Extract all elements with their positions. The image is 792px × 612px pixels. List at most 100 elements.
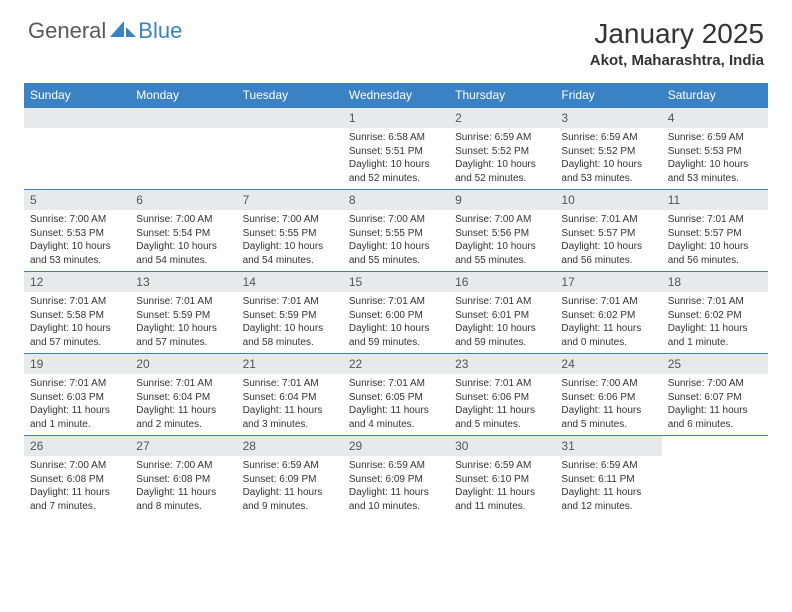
day-number: 21 (237, 354, 343, 374)
day-cell-4: 4Sunrise: 6:59 AMSunset: 5:53 PMDaylight… (662, 108, 768, 190)
day-number: 19 (24, 354, 130, 374)
day-number: 4 (662, 108, 768, 128)
weekday-sunday: Sunday (24, 83, 130, 108)
empty-cell (237, 108, 343, 190)
day-details: Sunrise: 7:01 AMSunset: 6:05 PMDaylight:… (343, 374, 449, 435)
day-cell-24: 24Sunrise: 7:00 AMSunset: 6:06 PMDayligh… (555, 354, 661, 436)
day-number: 14 (237, 272, 343, 292)
day-details: Sunrise: 6:59 AMSunset: 5:52 PMDaylight:… (555, 128, 661, 189)
day-number: 23 (449, 354, 555, 374)
day-cell-2: 2Sunrise: 6:59 AMSunset: 5:52 PMDaylight… (449, 108, 555, 190)
day-number: 10 (555, 190, 661, 210)
weekday-thursday: Thursday (449, 83, 555, 108)
weekday-wednesday: Wednesday (343, 83, 449, 108)
day-number: 20 (130, 354, 236, 374)
day-number: 12 (24, 272, 130, 292)
day-details: Sunrise: 7:00 AMSunset: 6:08 PMDaylight:… (130, 456, 236, 517)
day-cell-19: 19Sunrise: 7:01 AMSunset: 6:03 PMDayligh… (24, 354, 130, 436)
logo-text-blue: Blue (138, 18, 182, 44)
day-cell-31: 31Sunrise: 6:59 AMSunset: 6:11 PMDayligh… (555, 436, 661, 518)
day-number: 1 (343, 108, 449, 128)
day-cell-23: 23Sunrise: 7:01 AMSunset: 6:06 PMDayligh… (449, 354, 555, 436)
empty-daynum (130, 108, 236, 128)
day-number: 18 (662, 272, 768, 292)
day-cell-17: 17Sunrise: 7:01 AMSunset: 6:02 PMDayligh… (555, 272, 661, 354)
day-cell-10: 10Sunrise: 7:01 AMSunset: 5:57 PMDayligh… (555, 190, 661, 272)
day-cell-15: 15Sunrise: 7:01 AMSunset: 6:00 PMDayligh… (343, 272, 449, 354)
logo-text-general: General (28, 18, 106, 44)
day-number: 17 (555, 272, 661, 292)
day-details: Sunrise: 6:59 AMSunset: 5:53 PMDaylight:… (662, 128, 768, 189)
day-number: 25 (662, 354, 768, 374)
day-details: Sunrise: 7:01 AMSunset: 5:58 PMDaylight:… (24, 292, 130, 353)
month-title: January 2025 (590, 18, 764, 50)
day-cell-18: 18Sunrise: 7:01 AMSunset: 6:02 PMDayligh… (662, 272, 768, 354)
day-cell-21: 21Sunrise: 7:01 AMSunset: 6:04 PMDayligh… (237, 354, 343, 436)
day-number: 31 (555, 436, 661, 456)
day-cell-28: 28Sunrise: 6:59 AMSunset: 6:09 PMDayligh… (237, 436, 343, 518)
day-number: 13 (130, 272, 236, 292)
empty-daynum (237, 108, 343, 128)
day-number: 29 (343, 436, 449, 456)
day-details: Sunrise: 7:01 AMSunset: 6:06 PMDaylight:… (449, 374, 555, 435)
day-details: Sunrise: 7:00 AMSunset: 6:06 PMDaylight:… (555, 374, 661, 435)
day-details: Sunrise: 6:59 AMSunset: 6:09 PMDaylight:… (237, 456, 343, 517)
day-details: Sunrise: 6:58 AMSunset: 5:51 PMDaylight:… (343, 128, 449, 189)
day-cell-30: 30Sunrise: 6:59 AMSunset: 6:10 PMDayligh… (449, 436, 555, 518)
day-details: Sunrise: 7:01 AMSunset: 5:57 PMDaylight:… (662, 210, 768, 271)
day-details: Sunrise: 7:01 AMSunset: 6:04 PMDaylight:… (237, 374, 343, 435)
day-cell-9: 9Sunrise: 7:00 AMSunset: 5:56 PMDaylight… (449, 190, 555, 272)
day-number: 24 (555, 354, 661, 374)
day-cell-26: 26Sunrise: 7:00 AMSunset: 6:08 PMDayligh… (24, 436, 130, 518)
day-number: 30 (449, 436, 555, 456)
weekday-saturday: Saturday (662, 83, 768, 108)
empty-daynum (24, 108, 130, 128)
day-details: Sunrise: 7:00 AMSunset: 5:56 PMDaylight:… (449, 210, 555, 271)
header: General Blue January 2025 Akot, Maharash… (0, 0, 792, 77)
day-number: 11 (662, 190, 768, 210)
day-number: 7 (237, 190, 343, 210)
day-details: Sunrise: 7:01 AMSunset: 5:59 PMDaylight:… (130, 292, 236, 353)
day-details: Sunrise: 6:59 AMSunset: 6:09 PMDaylight:… (343, 456, 449, 517)
day-details: Sunrise: 7:01 AMSunset: 6:02 PMDaylight:… (555, 292, 661, 353)
calendar-body: 1Sunrise: 6:58 AMSunset: 5:51 PMDaylight… (24, 108, 768, 518)
day-details: Sunrise: 7:01 AMSunset: 5:57 PMDaylight:… (555, 210, 661, 271)
day-cell-14: 14Sunrise: 7:01 AMSunset: 5:59 PMDayligh… (237, 272, 343, 354)
day-number: 3 (555, 108, 661, 128)
weekday-monday: Monday (130, 83, 236, 108)
calendar-row: 1Sunrise: 6:58 AMSunset: 5:51 PMDaylight… (24, 108, 768, 190)
calendar-row: 12Sunrise: 7:01 AMSunset: 5:58 PMDayligh… (24, 272, 768, 354)
day-number: 22 (343, 354, 449, 374)
day-details: Sunrise: 7:00 AMSunset: 6:08 PMDaylight:… (24, 456, 130, 517)
empty-cell (130, 108, 236, 190)
day-details: Sunrise: 6:59 AMSunset: 5:52 PMDaylight:… (449, 128, 555, 189)
day-cell-1: 1Sunrise: 6:58 AMSunset: 5:51 PMDaylight… (343, 108, 449, 190)
day-number: 8 (343, 190, 449, 210)
day-number: 16 (449, 272, 555, 292)
day-details: Sunrise: 7:00 AMSunset: 5:55 PMDaylight:… (343, 210, 449, 271)
title-block: January 2025 Akot, Maharashtra, India (590, 18, 764, 69)
day-cell-3: 3Sunrise: 6:59 AMSunset: 5:52 PMDaylight… (555, 108, 661, 190)
day-number: 27 (130, 436, 236, 456)
day-details: Sunrise: 7:01 AMSunset: 5:59 PMDaylight:… (237, 292, 343, 353)
day-details: Sunrise: 6:59 AMSunset: 6:11 PMDaylight:… (555, 456, 661, 517)
day-cell-8: 8Sunrise: 7:00 AMSunset: 5:55 PMDaylight… (343, 190, 449, 272)
day-number: 6 (130, 190, 236, 210)
day-details: Sunrise: 7:00 AMSunset: 5:54 PMDaylight:… (130, 210, 236, 271)
day-number: 5 (24, 190, 130, 210)
day-cell-12: 12Sunrise: 7:01 AMSunset: 5:58 PMDayligh… (24, 272, 130, 354)
logo-sail-icon (110, 19, 136, 44)
day-details: Sunrise: 7:00 AMSunset: 6:07 PMDaylight:… (662, 374, 768, 435)
weekday-friday: Friday (555, 83, 661, 108)
day-details: Sunrise: 6:59 AMSunset: 6:10 PMDaylight:… (449, 456, 555, 517)
day-cell-6: 6Sunrise: 7:00 AMSunset: 5:54 PMDaylight… (130, 190, 236, 272)
day-number: 15 (343, 272, 449, 292)
day-cell-13: 13Sunrise: 7:01 AMSunset: 5:59 PMDayligh… (130, 272, 236, 354)
day-details: Sunrise: 7:01 AMSunset: 6:04 PMDaylight:… (130, 374, 236, 435)
day-cell-20: 20Sunrise: 7:01 AMSunset: 6:04 PMDayligh… (130, 354, 236, 436)
day-cell-16: 16Sunrise: 7:01 AMSunset: 6:01 PMDayligh… (449, 272, 555, 354)
logo: General Blue (28, 18, 182, 44)
day-number: 28 (237, 436, 343, 456)
calendar-row: 19Sunrise: 7:01 AMSunset: 6:03 PMDayligh… (24, 354, 768, 436)
day-details: Sunrise: 7:01 AMSunset: 6:00 PMDaylight:… (343, 292, 449, 353)
